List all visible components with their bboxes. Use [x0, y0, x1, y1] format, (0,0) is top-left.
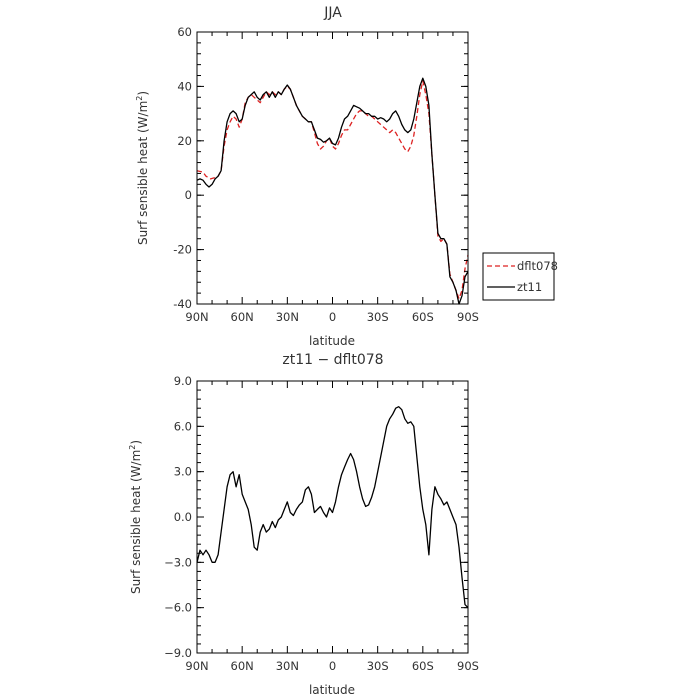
panel-bottom-xtick-label: 30N [276, 659, 299, 673]
panel-top-plot-frame [196, 31, 469, 305]
panel-bottom-ytick-label: −9.0 [164, 646, 192, 660]
panel-top-xtick-label: 0 [329, 310, 336, 324]
panel-top-ylabel-close: ) [136, 91, 150, 96]
panel-top-ylabel: Surf sensible heat (W/m2) [135, 91, 150, 245]
panel-bottom-ylabel-close: ) [129, 440, 143, 445]
panel-top: JJA 90N 60N 30N 0 30S 60S 90S -40 -20 0 20 40 60 lat… [135, 5, 558, 348]
panel-bottom-title: zt11 − dflt078 [282, 352, 383, 368]
panel-bottom-ylabel-main: Surf sensible heat (W/m [129, 450, 143, 594]
panel-bottom-ytick-label: 3.0 [174, 465, 192, 479]
panel-bottom-xtick-label: 0 [329, 659, 336, 673]
panel-bottom-series-zt11 [196, 406, 469, 609]
panel-top-ylabel-main: Surf sensible heat (W/m [136, 101, 150, 245]
panel-top-ytick-label: 60 [177, 25, 192, 39]
panel-top-ytick-label: -40 [173, 297, 192, 311]
panel-bottom-ytick-label: 9.0 [174, 374, 192, 388]
panel-bottom: zt11 − dflt078 90N 60N 30N 0 30S 60S 90S −9.0 −6… [128, 352, 479, 697]
panel-bottom-ylabel-exp: 2 [128, 445, 137, 450]
panel-top-xlabel: latitude [309, 334, 355, 348]
panel-top-xtick-label: 60S [412, 310, 434, 324]
panel-top-ytick-label: 40 [177, 79, 192, 93]
panel-bottom-ytick-label: −3.0 [164, 555, 192, 569]
panel-top-series-zt11 [196, 77, 469, 305]
panel-bottom-ytick-label: −6.0 [164, 601, 192, 615]
panel-bottom-plot-frame [196, 380, 469, 654]
panel-bottom-xtick-label: 30S [367, 659, 389, 673]
panel-top-xtick-label: 60N [231, 310, 254, 324]
panel-bottom-ylabel: Surf sensible heat (W/m2) [128, 440, 143, 594]
panel-top-xtick-label: 90S [457, 310, 479, 324]
panel-bottom-xtick-label: 90S [457, 659, 479, 673]
legend-label-zt11: zt11 [517, 280, 542, 294]
panel-bottom-xlabel: latitude [309, 683, 355, 697]
panel-top-ylabel-exp: 2 [135, 96, 144, 101]
legend-label-dflt078: dflt078 [517, 259, 558, 273]
panel-bottom-xtick-label: 60S [412, 659, 434, 673]
panel-top-series-dflt078 [196, 80, 469, 300]
legend: dflt078 zt11 [482, 252, 558, 301]
panel-top-title: JJA [323, 5, 342, 21]
legend-box [482, 252, 555, 301]
panel-bottom-ytick-label: 6.0 [174, 419, 192, 433]
panel-top-ytick-label: -20 [173, 243, 192, 257]
panel-top-xtick-label: 30N [276, 310, 299, 324]
panel-top-xtick-label: 30S [367, 310, 389, 324]
panel-top-xtick-label: 90N [185, 310, 208, 324]
panel-bottom-ytick-label: 0.0 [174, 510, 192, 524]
panel-bottom-xtick-label: 90N [185, 659, 208, 673]
panel-top-ytick-label: 0 [185, 188, 192, 202]
panel-bottom-xtick-label: 60N [231, 659, 254, 673]
panel-top-ytick-label: 20 [177, 134, 192, 148]
